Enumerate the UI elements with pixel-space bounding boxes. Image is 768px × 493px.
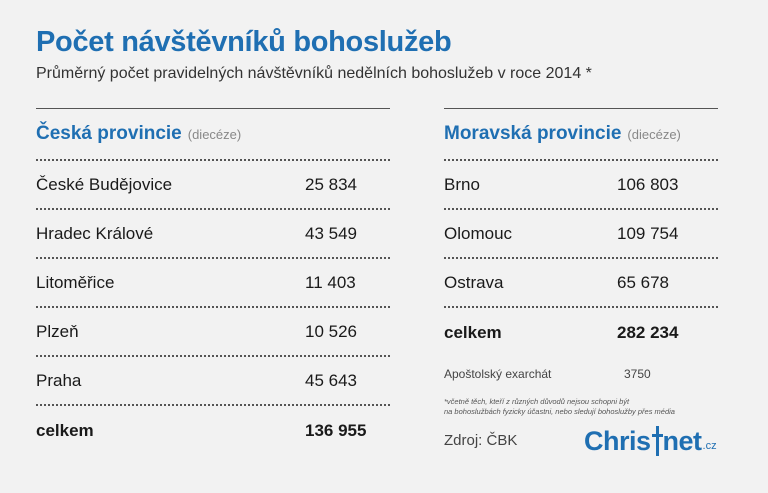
source-label: Zdroj: ČBK — [444, 432, 518, 449]
diocese-value: 106 803 — [617, 174, 679, 194]
diocese-name: České Budějovice — [36, 174, 173, 194]
logo-text-part1: Chris — [584, 426, 651, 456]
diocese-name: Plzeň — [36, 321, 79, 341]
page-title: Počet návštěvníků bohoslužeb — [36, 26, 452, 58]
diocese-value: 11 403 — [305, 272, 356, 292]
logo-text-part2: net — [662, 426, 703, 456]
table-row: Hradec Králové 43 549 — [36, 210, 390, 259]
diocese-value: 43 549 — [305, 223, 357, 243]
cross-icon — [651, 426, 663, 456]
exarchat-label: Apoštolský exarchát — [444, 367, 552, 381]
diocese-name: Hradec Králové — [36, 223, 154, 243]
province-note: (diecéze) — [627, 126, 681, 142]
total-row: celkem 136 955 — [36, 406, 390, 455]
table-header: Moravská provincie (diecéze) — [444, 109, 718, 161]
footnote-line: na bohoslužbách fyzicky účastni, nebo sl… — [444, 407, 675, 416]
diocese-value: 109 754 — [617, 223, 679, 243]
diocese-value: 65 678 — [617, 272, 669, 292]
footnote-line: *včetně těch, kteří z různých důvodů nej… — [444, 397, 630, 406]
table-row: Plzeň 10 526 — [36, 308, 390, 357]
table-row: České Budějovice 25 834 — [36, 161, 390, 210]
diocese-name: Olomouc — [444, 223, 513, 243]
diocese-name: Brno — [444, 174, 480, 194]
divider — [36, 108, 390, 109]
total-value: 282 234 — [617, 322, 679, 342]
table-row: Praha 45 643 — [36, 357, 390, 406]
total-label: celkem — [36, 420, 94, 440]
divider — [444, 108, 718, 109]
province-title: Česká provincie — [36, 123, 182, 144]
diocese-value: 10 526 — [305, 321, 357, 341]
exarchat-value: 3750 — [624, 367, 651, 381]
diocese-value: 25 834 — [305, 174, 357, 194]
table-row: Olomouc 109 754 — [444, 210, 718, 259]
diocese-name: Litoměřice — [36, 272, 115, 292]
christnet-logo: Chris net .cz — [584, 422, 717, 456]
province-title: Moravská provincie — [444, 123, 622, 144]
province-note: (diecéze) — [187, 126, 242, 142]
logo-suffix: .cz — [702, 440, 717, 452]
footnote: *včetně těch, kteří z různých důvodů nej… — [444, 397, 714, 417]
total-label: celkem — [444, 322, 502, 342]
table-row: Ostrava 65 678 — [444, 259, 718, 308]
page-subtitle: Průměrný počet pravidelných návštěvníků … — [36, 65, 592, 82]
diocese-name: Ostrava — [444, 272, 504, 292]
diocese-name: Praha — [36, 370, 82, 390]
total-row: celkem 282 234 — [444, 308, 718, 357]
diocese-value: 45 643 — [305, 370, 357, 390]
table-row: Brno 106 803 — [444, 161, 718, 210]
ceska-provincie-table: Česká provincie (diecéze) České Budějovi… — [36, 108, 390, 455]
moravska-provincie-table: Moravská provincie (diecéze) Brno 106 80… — [444, 108, 718, 357]
total-value: 136 955 — [305, 420, 367, 440]
exarchat-row: Apoštolský exarchát 3750 — [444, 367, 718, 381]
table-header: Česká provincie (diecéze) — [36, 109, 390, 161]
table-row: Litoměřice 11 403 — [36, 259, 390, 308]
